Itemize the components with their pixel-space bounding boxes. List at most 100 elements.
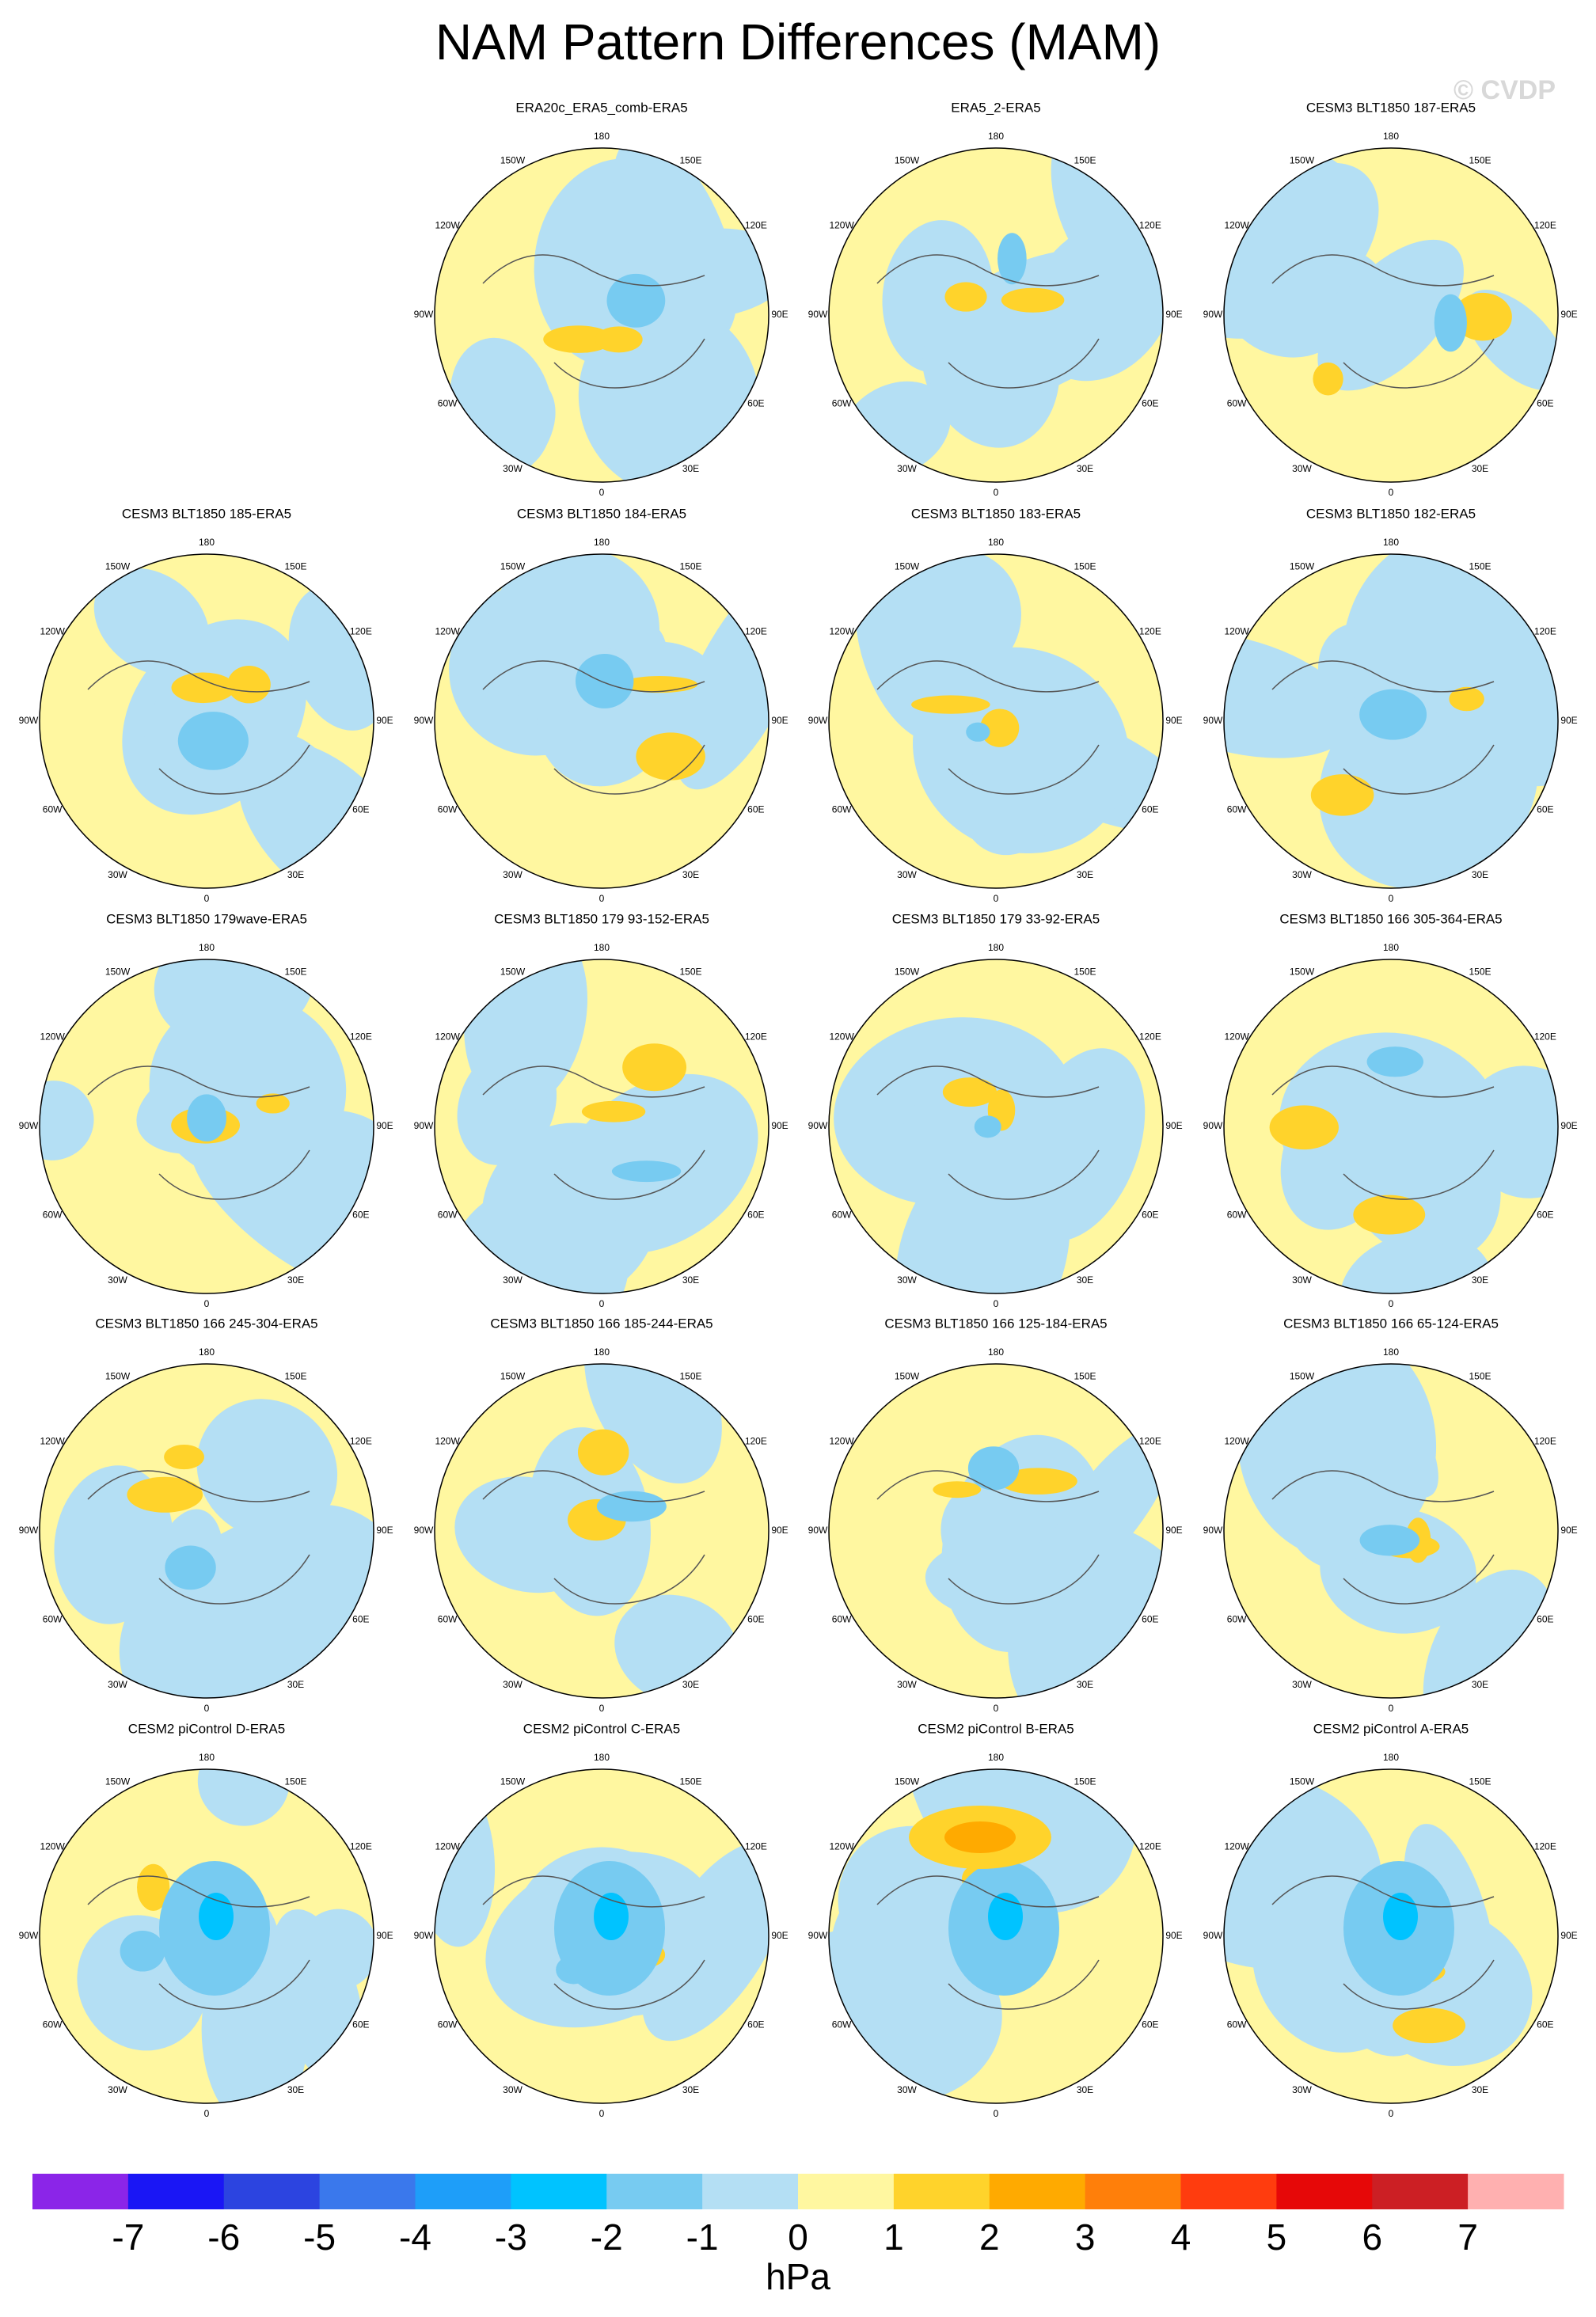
longitude-label: 180: [988, 942, 1004, 953]
longitude-label: 0: [1389, 1298, 1394, 1309]
longitude-label: 150E: [1469, 1370, 1491, 1381]
longitude-label: 150W: [1290, 966, 1315, 977]
longitude-label: 180: [1383, 1752, 1399, 1763]
longitude-label: 180: [988, 1347, 1004, 1358]
longitude-label: 30W: [503, 869, 522, 880]
longitude-label: 150W: [895, 560, 920, 572]
longitude-label: 120E: [1139, 220, 1161, 231]
negative-region: [1310, 1054, 1503, 1247]
longitude-label: 150E: [1469, 1776, 1491, 1787]
longitude-label: 90W: [414, 715, 434, 726]
colorbar-tick-label: 7: [1457, 2216, 1478, 2258]
colorbar-box: [893, 2174, 990, 2209]
longitude-label: 60W: [832, 2019, 852, 2030]
negative-region: [196, 1399, 338, 1540]
longitude-label: 150E: [1469, 154, 1491, 165]
colorbar-tick-label: -7: [112, 2216, 144, 2258]
map: [1224, 554, 1558, 888]
panel-title: CESM2 piControl D-ERA5: [128, 1721, 285, 1736]
longitude-label: 150W: [895, 1370, 920, 1381]
longitude-label: 180: [199, 537, 215, 548]
negative-core: [165, 1545, 216, 1590]
longitude-label: 30E: [1077, 1679, 1093, 1690]
longitude-label: 120E: [350, 626, 372, 637]
negative-core: [187, 1094, 226, 1142]
positive-core: [171, 672, 236, 704]
map-border: [1223, 553, 1559, 889]
panel-title: CESM3 BLT1850 182-ERA5: [1306, 506, 1476, 521]
longitude-label: 30E: [287, 1679, 304, 1690]
longitude-label: 30E: [287, 1274, 304, 1286]
coastline: [1271, 660, 1495, 795]
colorbar-box: [606, 2174, 703, 2209]
coastline: [87, 1875, 310, 2010]
map-border: [828, 1768, 1164, 2104]
map: [435, 1364, 769, 1698]
negative-core: [199, 1893, 234, 1940]
longitude-label: 60W: [438, 804, 458, 815]
longitude-label: 60W: [43, 804, 63, 815]
longitude-label: 120E: [1139, 1841, 1161, 1852]
coastline: [482, 1875, 705, 2010]
longitude-label: 120W: [435, 1436, 460, 1447]
longitude-label: 90E: [1560, 1525, 1577, 1536]
longitude-label: 30E: [1077, 2084, 1093, 2095]
map-border: [434, 959, 770, 1294]
longitude-label: 30W: [503, 1679, 522, 1690]
longitude-label: 90E: [376, 1120, 393, 1131]
longitude-label: 30W: [108, 2084, 127, 2095]
map: [40, 1769, 374, 2103]
map: [829, 554, 1163, 888]
longitude-label: 90E: [1165, 1930, 1182, 1941]
longitude-label: 60W: [1227, 804, 1247, 815]
map: [40, 959, 374, 1293]
colorbar-tick-label: 0: [788, 2216, 808, 2258]
longitude-label: 30W: [897, 463, 917, 474]
colorbar-box: [989, 2174, 1086, 2209]
longitude-label: 120W: [40, 1841, 65, 1852]
colorbar-box: [1276, 2174, 1373, 2209]
colorbar-box: [127, 2174, 225, 2209]
longitude-label: 30E: [682, 1679, 699, 1690]
longitude-label: 90E: [376, 1525, 393, 1536]
longitude-label: 120W: [40, 1436, 65, 1447]
coastline: [87, 1470, 310, 1605]
figure-title: NAM Pattern Differences (MAM): [435, 13, 1161, 70]
longitude-label: 120W: [829, 220, 854, 231]
longitude-label: 60E: [352, 804, 369, 815]
map-border: [434, 1363, 770, 1699]
longitude-label: 120W: [40, 626, 65, 637]
coastline: [87, 1065, 310, 1200]
longitude-label: 60W: [832, 398, 852, 409]
map: [435, 554, 769, 888]
panel-title: CESM3 BLT1850 179 33-92-ERA5: [892, 911, 1100, 926]
negative-core: [1366, 1046, 1424, 1077]
positive-core: [622, 1043, 687, 1092]
negative-core: [596, 1491, 667, 1522]
map-border: [828, 1363, 1164, 1699]
longitude-label: 150W: [1290, 560, 1315, 572]
map: [40, 1364, 374, 1698]
longitude-label: 60E: [747, 398, 764, 409]
longitude-label: 0: [599, 1298, 605, 1309]
longitude-label: 90W: [808, 309, 828, 320]
longitude-label: 180: [988, 1752, 1004, 1763]
longitude-label: 120E: [745, 220, 767, 231]
panel-title: ERA5_2-ERA5: [951, 100, 1040, 115]
colorbar-box: [798, 2174, 895, 2209]
longitude-label: 0: [1389, 893, 1394, 904]
longitude-label: 120W: [435, 1031, 460, 1043]
negative-region: [449, 1183, 629, 1293]
longitude-label: 60E: [352, 1210, 369, 1221]
longitude-label: 180: [1383, 131, 1399, 142]
map: [435, 1769, 769, 2103]
positive-core: [1453, 292, 1512, 341]
longitude-label: 30W: [897, 1274, 917, 1286]
longitude-label: 150W: [500, 560, 526, 572]
negative-core: [611, 1160, 682, 1183]
longitude-label: 120E: [745, 626, 767, 637]
longitude-label: 90W: [1203, 1930, 1223, 1941]
longitude-label: 120W: [1224, 1841, 1249, 1852]
longitude-label: 180: [1383, 942, 1399, 953]
longitude-label: 30E: [1077, 869, 1093, 880]
